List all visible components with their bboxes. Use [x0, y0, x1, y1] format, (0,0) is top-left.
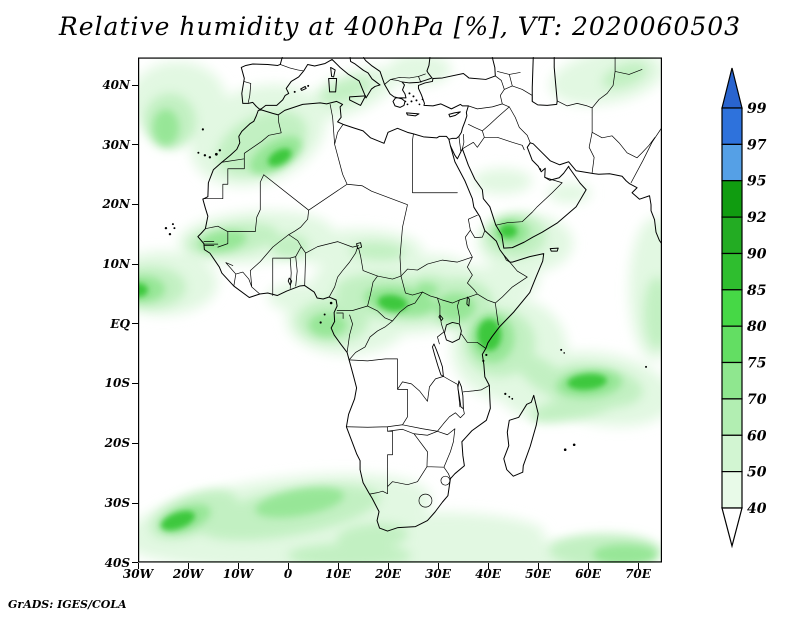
lon-tick: [287, 563, 289, 569]
lon-tick: [537, 563, 539, 569]
sardinia: [328, 77, 338, 93]
lat-label: 30N: [102, 137, 130, 152]
lake-chad: [356, 242, 363, 250]
lake-tanganyika: [431, 343, 444, 377]
madagascar-coastline: [503, 394, 539, 477]
lat-label: EQ: [110, 316, 130, 331]
caspian-coastline: [531, 57, 558, 106]
lon-label: 60E: [575, 567, 601, 581]
lat-tick: [132, 442, 138, 444]
colorbar-label: 70: [747, 392, 767, 408]
colorbar-segment: [721, 471, 743, 509]
lon-tick: [437, 563, 439, 569]
map-frame: [138, 57, 662, 563]
lesotho-border: [418, 493, 433, 508]
lat-tick: [132, 144, 138, 146]
lon-tick: [487, 563, 489, 569]
colorbar-segment: [721, 216, 743, 255]
lon-label: 70E: [625, 567, 651, 581]
corsica: [330, 66, 336, 78]
colorbar-segment: [721, 107, 743, 146]
lake-victoria: [443, 322, 462, 343]
lon-label: 30E: [425, 567, 451, 581]
colorbar-segment: [721, 252, 743, 291]
socotra: [549, 247, 559, 252]
colorbar-label: 80: [747, 319, 767, 335]
lat-label: 20S: [104, 436, 130, 450]
plot-title: Relative humidity at 400hPa [%], VT: 202…: [58, 12, 742, 41]
colorbar-arrow-top: [721, 67, 743, 109]
africa-humidity-map: [138, 57, 662, 563]
country-borders: [202, 57, 662, 508]
lake-turkana: [466, 296, 470, 307]
map-area: [138, 57, 662, 563]
lon-tick: [237, 563, 239, 569]
colorbar-label: 92: [747, 210, 767, 226]
credit-text: GrADS: IGES/COLA: [8, 598, 127, 611]
lat-tick: [132, 562, 138, 564]
lat-tick: [132, 323, 138, 325]
lon-label: 30W: [122, 567, 154, 581]
lon-tick: [137, 563, 139, 569]
mallorca: [300, 85, 307, 91]
lat-label: 40N: [102, 78, 130, 92]
lon-tick: [637, 563, 639, 569]
lat-label: 20N: [102, 197, 130, 211]
crete: [405, 112, 420, 117]
colorbar-label: 97: [747, 137, 767, 153]
humidity-field-strong: [138, 148, 608, 531]
lon-tick: [587, 563, 589, 569]
coastlines: [197, 57, 662, 532]
italy-france-iberia-coastline: [240, 57, 381, 110]
lat-label: 30S: [104, 495, 130, 510]
lat-label: 10N: [102, 257, 130, 271]
lon-label: 10E: [325, 567, 351, 581]
lon-label: 0: [283, 567, 293, 581]
lat-label: 40S: [104, 555, 130, 570]
lon-tick: [337, 563, 339, 569]
lon-label: 40E: [475, 567, 501, 581]
cyprus: [448, 111, 461, 118]
colorbar-label: 75: [747, 356, 766, 372]
arabia-iran-india-coastline: [449, 142, 662, 249]
lat-tick: [132, 84, 138, 86]
blacksea-west-coastline: [426, 57, 433, 79]
colorbar-label: 40: [747, 501, 767, 517]
lake-albert: [438, 314, 444, 321]
colorbar-segment: [721, 289, 743, 327]
africa-coastline: [197, 100, 545, 532]
lon-label: 20E: [375, 567, 401, 581]
sicily: [349, 95, 367, 106]
lat-label: 10S: [104, 376, 130, 390]
colorbar-segment: [721, 180, 743, 218]
colorbar-segment: [721, 434, 743, 473]
colorbar-label: 85: [747, 283, 766, 299]
colorbar-label: 50: [747, 465, 767, 481]
colorbar-label: 99: [747, 101, 767, 117]
lon-tick: [187, 563, 189, 569]
colorbar-segment: [721, 325, 743, 364]
colorbar-label: 90: [747, 247, 767, 263]
lon-label: 10W: [222, 567, 254, 581]
colorbar-arrow-bottom: [721, 507, 743, 549]
lat-tick: [132, 263, 138, 265]
lon-label: 50E: [525, 567, 551, 581]
levant-anatolia-coastline: [417, 57, 496, 140]
colorbar-segment: [721, 398, 743, 436]
colorbar: 99 97 95 92 90 85 80 75 70 60 50 40: [721, 67, 767, 549]
colorbar-segment: [721, 361, 743, 400]
island-specks: [164, 84, 648, 452]
lat-tick: [132, 383, 138, 385]
colorbar-segment: [721, 143, 743, 182]
lon-label: 20W: [172, 567, 204, 581]
colorbar-label: 60: [747, 428, 767, 444]
lat-tick: [132, 204, 138, 205]
greece-balkan-coastline: [363, 57, 433, 108]
lat-tick: [132, 502, 138, 504]
colorbar-label: 95: [747, 174, 766, 190]
eswatini-border: [440, 475, 451, 486]
lon-tick: [387, 563, 389, 569]
